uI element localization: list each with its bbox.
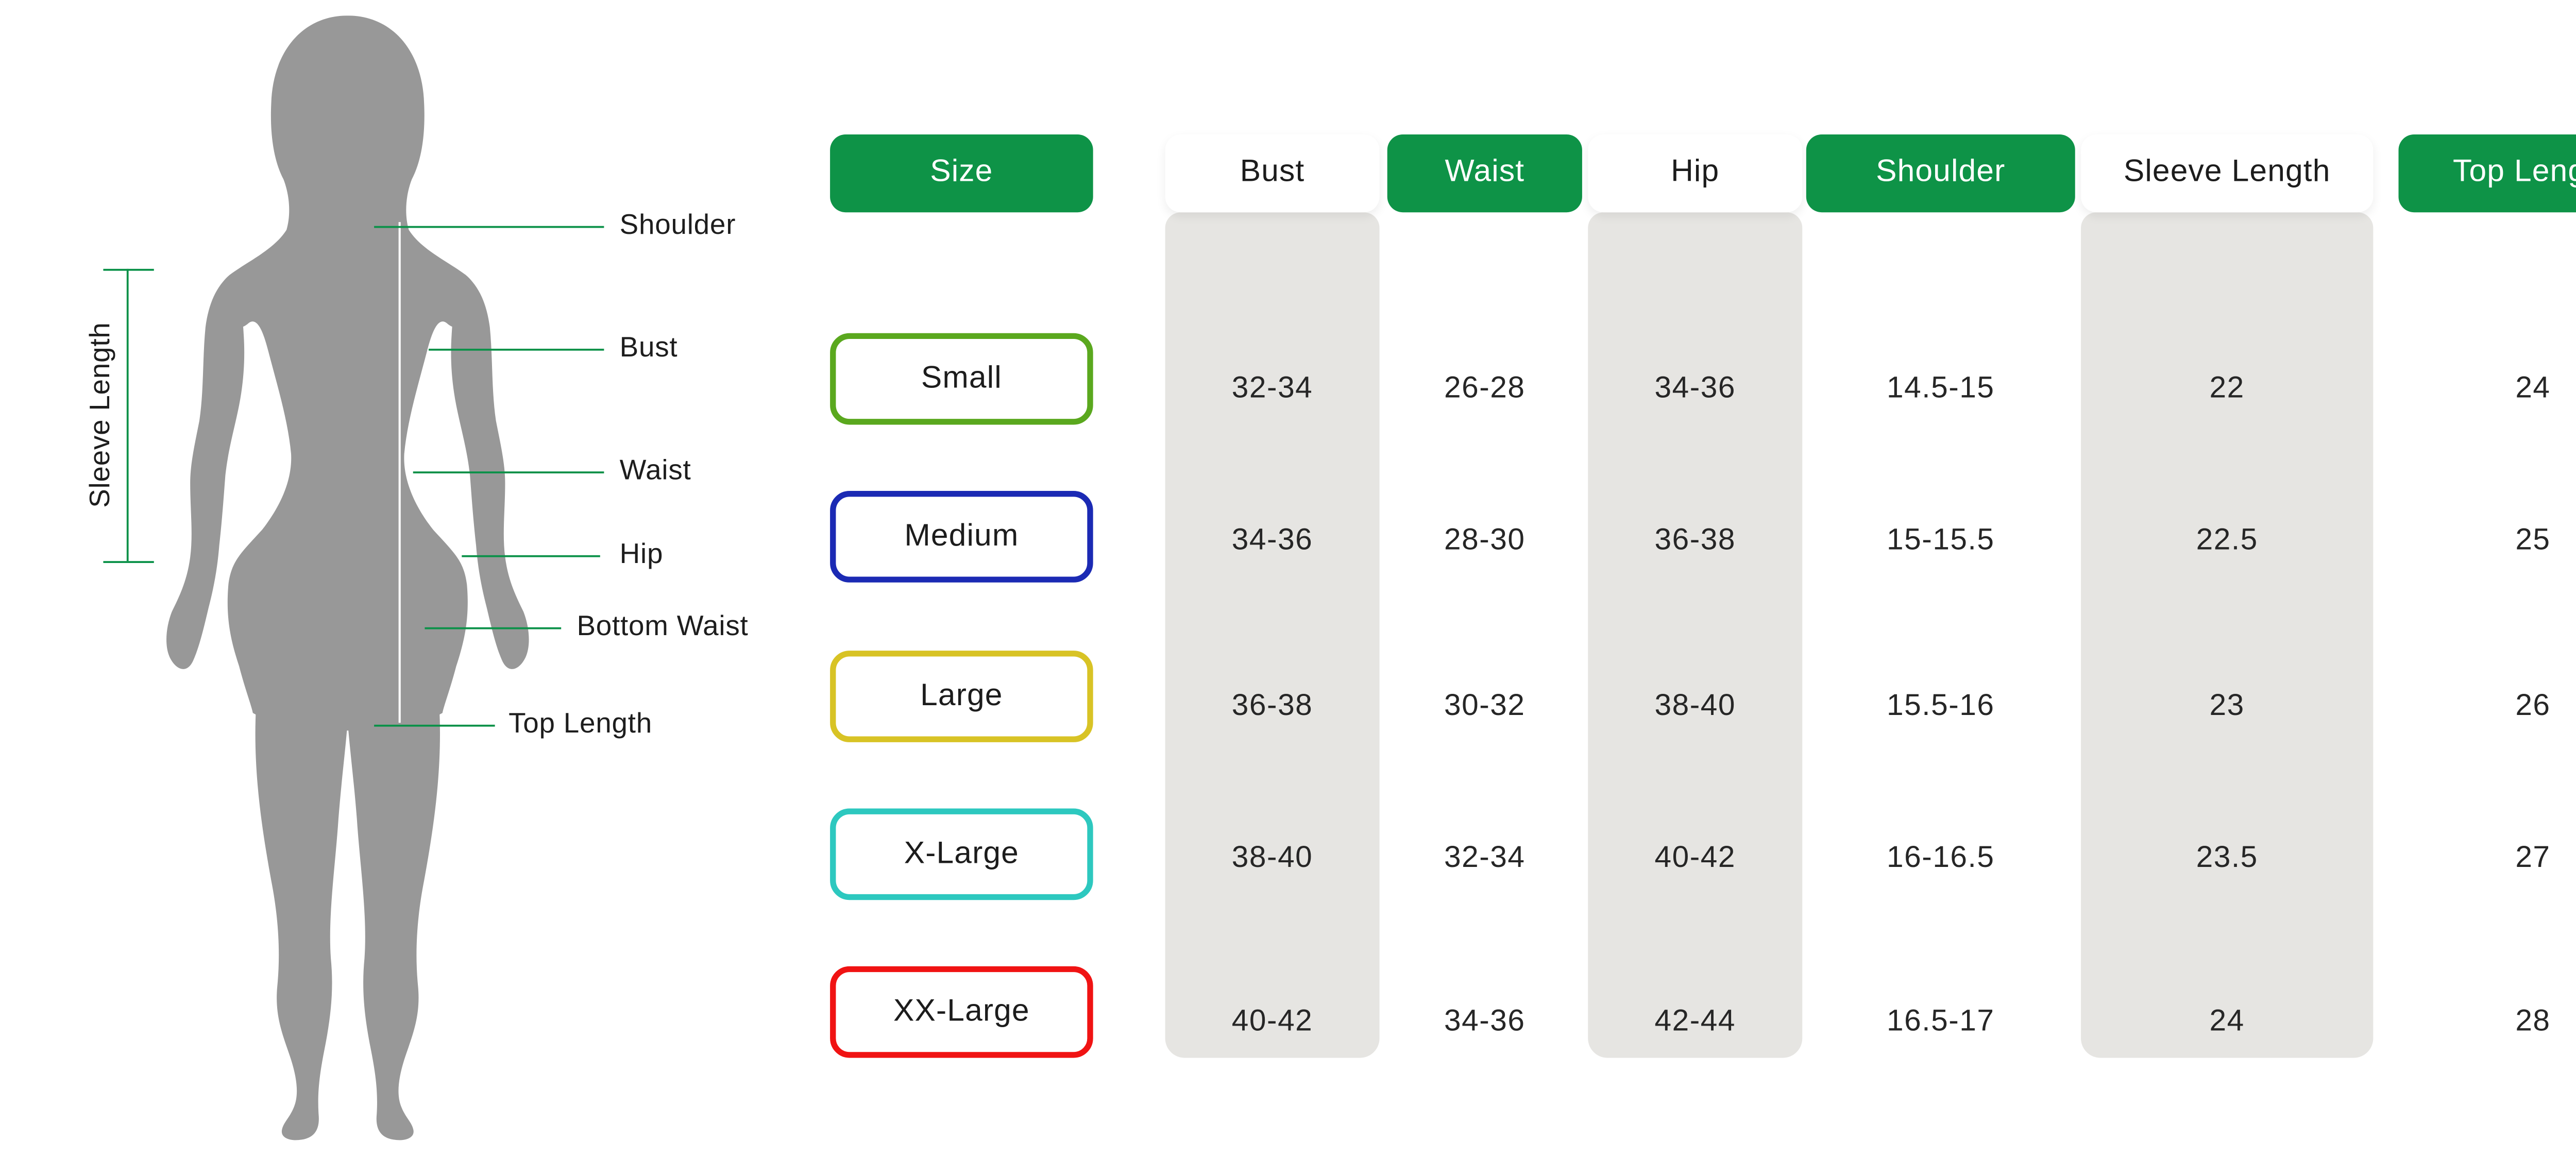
cell-shoulder-large: 15.5-16 xyxy=(1887,689,1995,723)
cell-waist-x-large: 32-34 xyxy=(1444,841,1526,875)
cell-shoulder-xx-large: 16.5-17 xyxy=(1887,1005,1995,1038)
cell-waist-small: 26-28 xyxy=(1444,372,1526,405)
cell-sleeve-length-medium: 22.5 xyxy=(2196,524,2258,557)
silhouette-left-arm xyxy=(166,275,245,669)
shoulder-leader-line xyxy=(374,226,604,228)
column-header-size: Size xyxy=(830,134,1093,213)
size-badge-x-large: X-Large xyxy=(830,808,1093,900)
cell-top-length-large: 26 xyxy=(2515,689,2551,723)
shoulder-label: Shoulder xyxy=(619,210,736,242)
top-length-leader-line xyxy=(374,724,495,727)
bottom-waist-label: Bottom Waist xyxy=(577,611,749,643)
cell-top-length-medium: 25 xyxy=(2515,524,2551,557)
silhouette-right-leg xyxy=(347,709,440,1140)
cell-hip-x-large: 40-42 xyxy=(1654,841,1736,875)
cell-hip-large: 38-40 xyxy=(1654,689,1736,723)
cell-sleeve-length-xx-large: 24 xyxy=(2209,1005,2245,1038)
cell-top-length-xx-large: 28 xyxy=(2515,1005,2551,1038)
column-header-top-length: Top Length xyxy=(2398,134,2576,213)
bottom-waist-leader-line xyxy=(425,627,562,629)
column-header-waist: Waist xyxy=(1387,134,1582,213)
silhouette-head-torso xyxy=(214,15,481,731)
cell-shoulder-medium: 15-15.5 xyxy=(1887,524,1995,557)
cell-hip-small: 34-36 xyxy=(1654,372,1736,405)
column-waist: Waist 26-28 28-30 30-32 32-34 34-36 xyxy=(1387,134,1582,1058)
waist-label: Waist xyxy=(619,455,691,487)
cell-bust-medium: 34-36 xyxy=(1231,524,1313,557)
cell-sleeve-length-large: 23 xyxy=(2209,689,2245,723)
cell-sleeve-length-small: 22 xyxy=(2209,372,2245,405)
column-top-length: Top Length 24 25 26 27 28 xyxy=(2398,134,2576,1058)
column-sleeve-length: Sleeve Length 22 22.5 23 23.5 24 xyxy=(2081,134,2374,1058)
cell-sleeve-length-x-large: 23.5 xyxy=(2196,841,2258,875)
cell-waist-large: 30-32 xyxy=(1444,689,1526,723)
column-body-bust xyxy=(1165,212,1380,1058)
bust-label: Bust xyxy=(619,333,678,365)
column-header-shoulder: Shoulder xyxy=(1806,134,2075,213)
bust-leader-line xyxy=(429,348,604,351)
hip-leader-line xyxy=(462,555,600,557)
sleeve-length-label: Sleeve Length xyxy=(86,322,117,508)
size-badge-small: Small xyxy=(830,333,1093,425)
cell-shoulder-small: 14.5-15 xyxy=(1887,372,1995,405)
sleeve-length-bracket-line xyxy=(126,268,129,561)
cell-bust-x-large: 38-40 xyxy=(1231,841,1313,875)
body-measurement-diagram: Sleeve Length Shoulder Bust Waist Hip Bo… xyxy=(0,0,838,1159)
cell-bust-small: 32-34 xyxy=(1231,372,1313,405)
size-badge-large: Large xyxy=(830,651,1093,742)
female-silhouette xyxy=(166,15,529,1140)
size-badge-medium: Medium xyxy=(830,491,1093,583)
cell-waist-xx-large: 34-36 xyxy=(1444,1005,1526,1038)
column-header-sleeve-length: Sleeve Length xyxy=(2081,134,2374,213)
column-body-hip xyxy=(1588,212,1803,1058)
column-header-bust: Bust xyxy=(1165,134,1380,213)
cell-bust-xx-large: 40-42 xyxy=(1231,1005,1313,1038)
cell-top-length-x-large: 27 xyxy=(2515,841,2551,875)
silhouette-left-leg xyxy=(255,709,348,1140)
cell-bust-large: 36-38 xyxy=(1231,689,1313,723)
column-size: Size Small Medium Large X-Large XX-Large xyxy=(830,134,1093,1058)
sleeve-length-top-tick xyxy=(103,268,154,271)
column-body-sleeve-length xyxy=(2081,212,2374,1058)
size-badge-xx-large: XX-Large xyxy=(830,966,1093,1058)
column-bust: Bust 32-34 34-36 36-38 38-40 40-42 xyxy=(1165,134,1380,1058)
cell-hip-xx-large: 42-44 xyxy=(1654,1005,1736,1038)
column-header-hip: Hip xyxy=(1588,134,1803,213)
waist-leader-line xyxy=(413,471,604,474)
sleeve-length-bottom-tick xyxy=(103,561,154,564)
column-shoulder: Shoulder 14.5-15 15-15.5 15.5-16 16-16.5… xyxy=(1806,134,2075,1058)
cell-waist-medium: 28-30 xyxy=(1444,524,1526,557)
column-hip: Hip 34-36 36-38 38-40 40-42 42-44 xyxy=(1588,134,1803,1058)
cell-top-length-small: 24 xyxy=(2515,372,2551,405)
cell-shoulder-x-large: 16-16.5 xyxy=(1887,841,1995,875)
cell-hip-medium: 36-38 xyxy=(1654,524,1736,557)
hip-label: Hip xyxy=(619,539,664,571)
top-length-label: Top Length xyxy=(509,709,653,741)
